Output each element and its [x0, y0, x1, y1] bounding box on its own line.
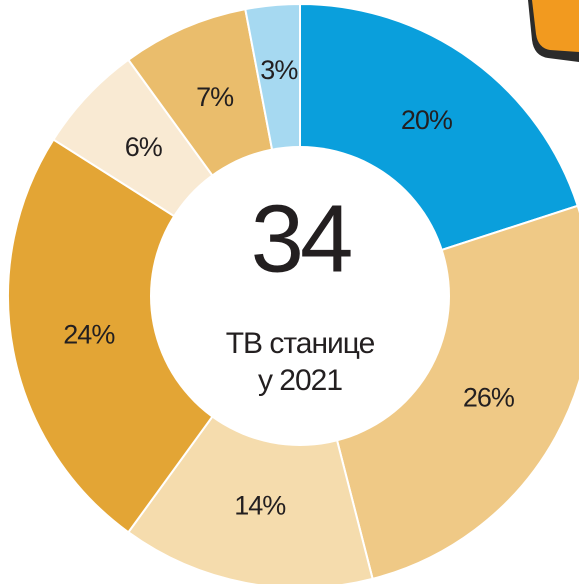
- center-caption: ТВ станице: [226, 327, 375, 360]
- value-label: 14%: [234, 490, 286, 520]
- donut-hole: [150, 146, 450, 446]
- value-label: 3%: [260, 55, 298, 85]
- value-label: 6%: [125, 132, 163, 162]
- slice: [7, 138, 302, 534]
- value-label: 24%: [63, 319, 115, 349]
- center-caption: у 2021: [258, 364, 342, 397]
- center-number: 34: [251, 185, 351, 292]
- value-label: 7%: [196, 82, 234, 112]
- value-label: 20%: [401, 105, 453, 135]
- tv-icon: [528, 0, 579, 62]
- value-label: 26%: [463, 383, 515, 413]
